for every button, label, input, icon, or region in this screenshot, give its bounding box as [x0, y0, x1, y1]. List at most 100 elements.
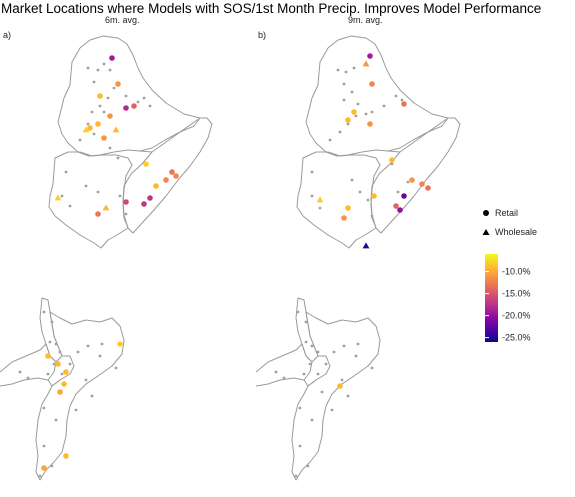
panel-a-horn-map — [48, 35, 213, 249]
market-point-retail — [41, 465, 47, 471]
market-point-other — [46, 372, 50, 376]
market-point-other — [316, 372, 320, 376]
market-point-other — [54, 418, 58, 422]
somalia-outline — [370, 117, 461, 234]
market-point-other — [356, 342, 360, 346]
market-point-retail — [63, 453, 69, 459]
market-point-other — [108, 68, 112, 72]
market-point-other — [364, 112, 368, 116]
market-point-other — [340, 378, 344, 382]
market-markers — [274, 310, 374, 478]
shape-legend: Retail Wholesale — [482, 208, 537, 237]
market-point-wholesale — [362, 242, 370, 249]
market-point-other — [328, 138, 332, 142]
market-point-other — [298, 406, 302, 410]
market-point-retail — [95, 121, 101, 127]
colorbar-ticks: -10.0% -15.0% -20.0% -25.0% — [485, 267, 531, 343]
market-point-other — [318, 206, 322, 210]
market-point-other — [304, 340, 308, 344]
market-point-other — [354, 114, 358, 118]
malawi-outline — [295, 297, 319, 363]
panel-a-tag: a) — [3, 30, 11, 40]
market-point-retail — [63, 369, 69, 375]
market-point-other — [84, 378, 88, 382]
market-point-other — [382, 104, 386, 108]
market-point-other — [92, 132, 96, 136]
market-point-other — [344, 70, 348, 74]
market-point-retail — [61, 381, 67, 387]
market-point-other — [394, 94, 398, 98]
market-point-other — [112, 86, 116, 90]
market-point-other — [60, 194, 64, 198]
legend-triangle-icon — [482, 229, 490, 235]
market-point-other — [354, 354, 358, 358]
market-point-other — [106, 96, 110, 100]
ethiopia-outline — [305, 35, 449, 157]
market-point-other — [38, 474, 42, 478]
market-point-retail — [45, 353, 51, 359]
market-point-retail — [173, 173, 179, 179]
market-point-other — [98, 354, 102, 358]
colorbar — [485, 254, 498, 342]
market-point-other — [302, 372, 306, 376]
market-point-retail — [147, 195, 153, 201]
colorbar-tick-label: -25.0% — [502, 333, 531, 343]
market-point-other — [86, 122, 90, 126]
market-point-other — [310, 170, 314, 174]
market-point-other — [102, 62, 106, 66]
market-point-other — [390, 162, 394, 166]
mozambique-outline — [291, 311, 381, 481]
panel-b-horn-map — [296, 35, 461, 249]
market-point-other — [294, 474, 298, 478]
market-point-retail — [95, 211, 101, 217]
market-point-other — [336, 68, 340, 72]
somaliland-border — [139, 150, 153, 153]
market-point-other — [86, 344, 90, 348]
market-point-other — [332, 350, 336, 354]
market-point-other — [116, 156, 120, 160]
figure-title: Market Locations where Models with SOS/1… — [1, 1, 541, 16]
market-point-wholesale — [362, 60, 370, 67]
market-point-retail — [97, 93, 103, 99]
market-point-retail — [141, 201, 147, 207]
market-point-other — [54, 342, 58, 346]
market-point-other — [58, 350, 62, 354]
market-point-other — [142, 96, 146, 100]
market-point-other — [26, 376, 30, 380]
market-point-other — [84, 184, 88, 188]
market-point-wholesale — [102, 204, 110, 211]
market-point-retail — [389, 157, 395, 163]
market-point-wholesale — [316, 196, 324, 203]
market-point-other — [406, 180, 410, 184]
market-point-other — [316, 350, 320, 354]
market-point-other — [396, 190, 400, 194]
market-point-retail — [409, 177, 415, 183]
market-point-other — [310, 418, 314, 422]
market-point-other — [50, 320, 54, 324]
market-point-retail — [367, 121, 373, 127]
market-point-other — [342, 98, 346, 102]
market-point-other — [118, 194, 122, 198]
legend-circle-icon — [483, 210, 489, 216]
market-markers — [18, 310, 123, 478]
zambia-wedge-outline — [0, 343, 57, 387]
market-point-other — [100, 342, 104, 346]
market-point-other — [90, 110, 94, 114]
market-point-other — [102, 110, 106, 114]
panel-b-southern-map — [255, 297, 381, 481]
market-point-other — [346, 122, 350, 126]
mozambique-outline — [35, 311, 125, 481]
market-point-other — [114, 366, 118, 370]
market-point-other — [96, 190, 100, 194]
market-point-other — [338, 130, 342, 134]
legend-retail-label: Retail — [495, 208, 518, 218]
market-point-retail — [345, 205, 351, 211]
market-point-other — [304, 320, 308, 324]
market-point-other — [48, 340, 52, 344]
market-point-retail — [143, 161, 149, 167]
region-outlines — [296, 35, 461, 249]
region-outlines — [0, 297, 125, 481]
market-point-other — [306, 464, 310, 468]
legend-wholesale-label: Wholesale — [495, 227, 537, 237]
